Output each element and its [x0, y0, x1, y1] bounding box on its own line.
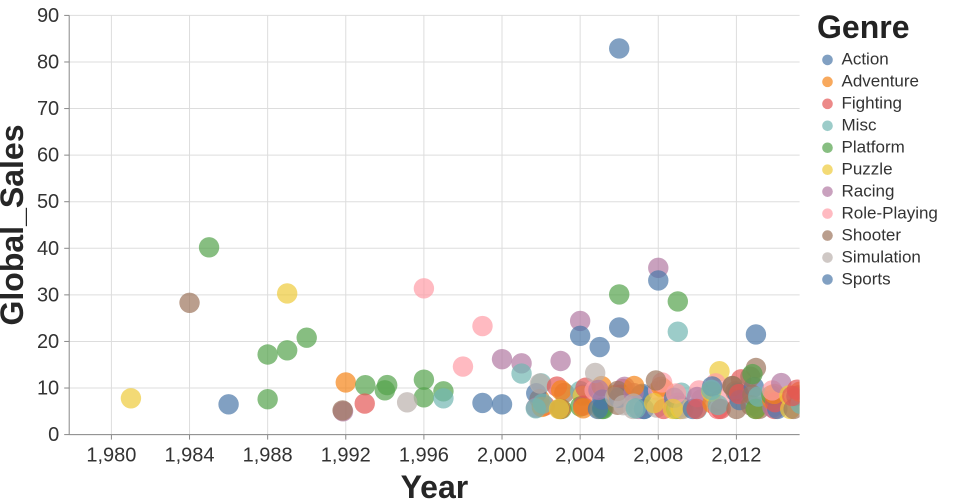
svg-text:Racing: Racing [842, 181, 895, 200]
svg-text:Action: Action [842, 50, 889, 69]
svg-text:Misc: Misc [842, 116, 877, 135]
svg-text:90: 90 [37, 5, 59, 27]
svg-text:Role-Playing: Role-Playing [842, 203, 938, 222]
svg-text:1,984: 1,984 [164, 445, 214, 467]
svg-text:Puzzle: Puzzle [842, 160, 893, 179]
svg-text:Adventure: Adventure [842, 72, 920, 91]
svg-text:Platform: Platform [842, 138, 905, 157]
svg-text:60: 60 [37, 145, 59, 167]
svg-text:Shooter: Shooter [842, 225, 902, 244]
svg-text:Simulation: Simulation [842, 247, 921, 266]
svg-text:30: 30 [37, 284, 59, 306]
svg-text:2,008: 2,008 [633, 445, 683, 467]
svg-text:1,980: 1,980 [86, 445, 136, 467]
svg-text:1,992: 1,992 [321, 445, 371, 467]
svg-text:Year: Year [401, 469, 469, 500]
svg-text:Fighting: Fighting [842, 94, 902, 113]
svg-text:70: 70 [37, 98, 59, 120]
svg-text:Genre: Genre [817, 9, 909, 45]
svg-text:1,996: 1,996 [399, 445, 449, 467]
svg-text:0: 0 [48, 424, 59, 446]
svg-text:2,012: 2,012 [711, 445, 761, 467]
svg-text:Global_Sales: Global_Sales [0, 125, 30, 326]
svg-text:10: 10 [37, 378, 59, 400]
svg-text:40: 40 [37, 238, 59, 260]
svg-text:50: 50 [37, 191, 59, 213]
svg-text:2,004: 2,004 [555, 445, 605, 467]
svg-text:1,988: 1,988 [243, 445, 293, 467]
svg-text:Sports: Sports [842, 269, 891, 288]
svg-text:80: 80 [37, 51, 59, 73]
svg-text:2,000: 2,000 [477, 445, 527, 467]
svg-text:20: 20 [37, 331, 59, 353]
